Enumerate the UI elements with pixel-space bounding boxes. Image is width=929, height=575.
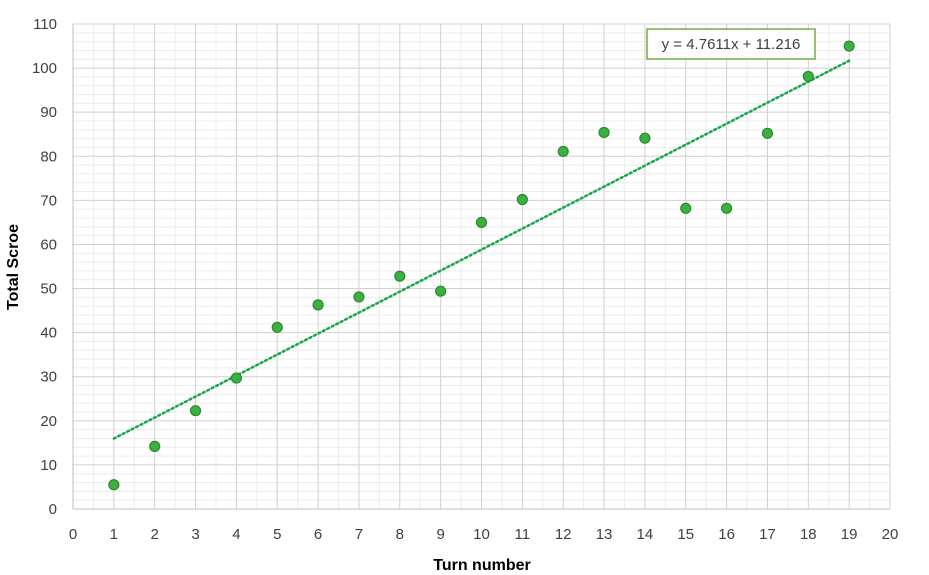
data-point	[271, 321, 283, 333]
data-point	[761, 127, 774, 139]
x-tick-label: 4	[232, 526, 240, 543]
data-point	[394, 270, 406, 282]
data-point	[557, 145, 569, 158]
data-point	[639, 132, 651, 144]
y-tick-label: 30	[40, 369, 57, 386]
x-tick-label: 18	[800, 526, 817, 543]
y-tick-label: 80	[40, 148, 57, 165]
y-tick-label: 70	[40, 192, 57, 209]
data-points	[108, 40, 855, 491]
y-tick-label: 60	[40, 236, 57, 253]
x-tick-label: 7	[355, 526, 363, 543]
data-point	[720, 202, 733, 214]
x-tick-labels: 0 1 2 3 4 5 6 7 8 9 10 11 12 13 14 15 16 17 18 19 20	[69, 526, 899, 543]
trendline-equation-box: y = 4.7611x + 11.216	[646, 28, 816, 60]
data-point	[516, 193, 528, 206]
y-tick-label: 90	[40, 104, 57, 121]
y-tick-label: 110	[33, 16, 57, 33]
data-point	[108, 479, 120, 491]
grid	[72, 23, 891, 510]
axes	[72, 24, 890, 510]
y-tick-label: 0	[49, 501, 57, 518]
x-tick-label: 6	[314, 526, 322, 543]
x-tick-label: 5	[273, 526, 281, 543]
x-tick-label: 13	[596, 526, 613, 543]
x-tick-label: 20	[882, 526, 899, 543]
y-tick-labels: 0 10 20 30 40 50 60 70 80 90 100 110	[32, 16, 57, 518]
y-tick-label: 20	[40, 413, 57, 430]
y-tick-label: 50	[40, 281, 57, 298]
x-tick-label: 12	[555, 526, 572, 543]
data-point	[230, 372, 242, 384]
x-tick-label: 8	[396, 526, 404, 543]
equation-box-border	[646, 28, 816, 60]
y-tick-label: 100	[32, 60, 57, 77]
data-point	[680, 202, 692, 214]
x-tick-label: 3	[191, 526, 199, 543]
y-tick-label: 40	[40, 325, 57, 342]
data-point	[149, 440, 161, 452]
data-point	[843, 40, 855, 52]
x-tick-label: 9	[436, 526, 444, 543]
x-tick-label: 14	[637, 526, 654, 543]
data-point	[802, 70, 814, 83]
trendline-equation: y = 4.7611x + 11.216	[662, 36, 801, 53]
x-tick-label: 19	[841, 526, 858, 543]
x-tick-label: 11	[515, 526, 531, 543]
data-point	[435, 285, 447, 297]
x-tick-label: 15	[677, 526, 694, 543]
data-point	[353, 291, 365, 303]
x-tick-label: 1	[110, 526, 118, 543]
x-tick-label: 2	[151, 526, 159, 543]
y-axis-title: Total Scroe	[5, 224, 22, 310]
x-tick-label: 10	[473, 526, 490, 543]
x-tick-label: 17	[759, 526, 776, 543]
x-tick-label: 0	[69, 526, 77, 543]
data-point	[598, 126, 610, 139]
x-axis-title: Turn number	[433, 557, 530, 574]
x-tick-label: 16	[718, 526, 735, 543]
y-tick-label: 10	[40, 457, 57, 474]
data-point	[189, 405, 202, 417]
data-point	[475, 216, 488, 229]
data-point	[312, 299, 324, 311]
